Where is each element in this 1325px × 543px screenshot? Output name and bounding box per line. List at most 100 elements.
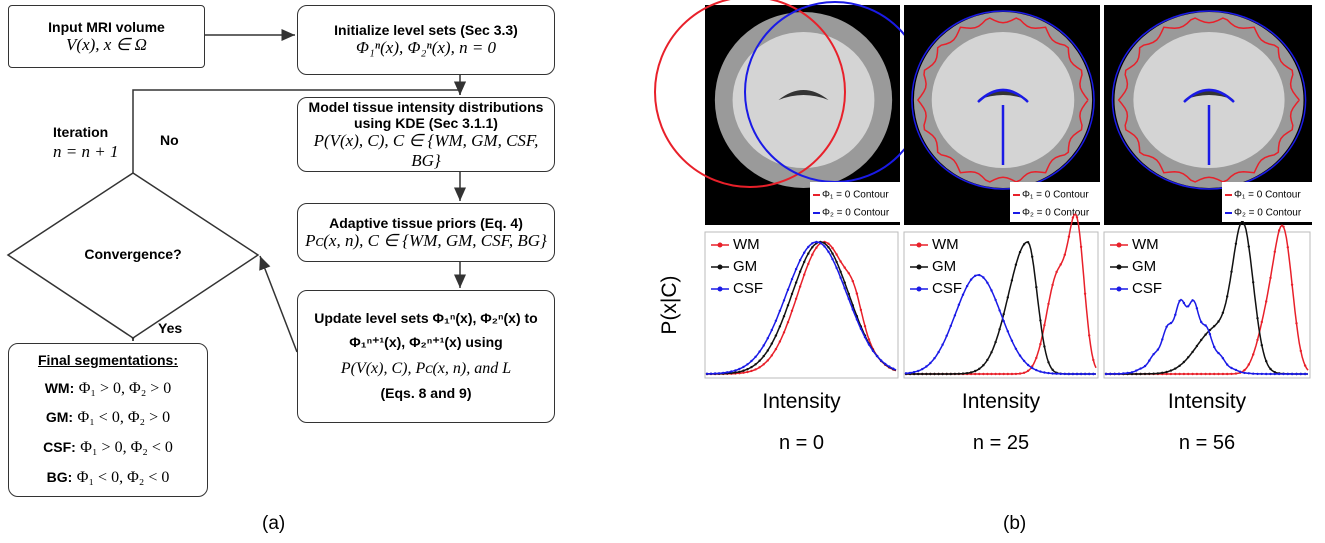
curve-marker bbox=[1196, 373, 1198, 375]
curve-marker bbox=[929, 373, 931, 375]
curve-marker bbox=[746, 363, 748, 365]
curve-marker bbox=[827, 251, 829, 253]
curve-marker bbox=[1122, 372, 1124, 374]
curve-marker bbox=[738, 371, 740, 373]
curve-marker bbox=[1300, 350, 1302, 352]
curve-marker bbox=[787, 304, 789, 306]
legend-text: WM bbox=[1132, 236, 1159, 253]
final-row: WM: Φ₁ > 0, Φ₂ > 0 bbox=[9, 374, 207, 404]
curve-marker bbox=[1278, 373, 1280, 375]
curve-marker bbox=[767, 337, 769, 339]
curve-marker bbox=[1304, 364, 1306, 366]
curve-marker bbox=[1265, 373, 1267, 375]
curve-marker bbox=[823, 245, 825, 247]
curve-marker bbox=[1217, 352, 1219, 354]
curve-marker bbox=[1011, 340, 1013, 342]
curve-marker bbox=[815, 241, 817, 243]
curve-marker bbox=[1031, 256, 1033, 258]
curve-marker bbox=[1209, 333, 1211, 335]
curve-marker bbox=[730, 370, 732, 372]
curve-marker bbox=[844, 281, 846, 283]
curve-marker bbox=[763, 363, 765, 365]
curve-marker bbox=[811, 254, 813, 256]
curve-marker bbox=[1003, 373, 1005, 375]
class-name: GM: bbox=[46, 409, 73, 425]
curve-marker bbox=[1072, 216, 1074, 218]
curve-marker bbox=[921, 373, 923, 375]
curve-marker bbox=[831, 252, 833, 254]
init-node: Initialize level sets (Sec 3.3) Φ₁ⁿ(x), … bbox=[297, 5, 555, 75]
curve-marker bbox=[1007, 296, 1009, 298]
curve-marker bbox=[1144, 373, 1146, 375]
curve-marker bbox=[746, 371, 748, 373]
class-name: BG: bbox=[47, 469, 73, 485]
curve-marker bbox=[1213, 325, 1215, 327]
curve-marker bbox=[1035, 357, 1037, 359]
curve-marker bbox=[1019, 251, 1021, 253]
curve-marker bbox=[1269, 368, 1271, 370]
plot-frame bbox=[1104, 232, 1310, 378]
curve-marker bbox=[1196, 345, 1198, 347]
curve-marker bbox=[1295, 322, 1297, 324]
class-rule: Φ₁ > 0, Φ₂ < 0 bbox=[80, 439, 173, 456]
curve-marker bbox=[1019, 372, 1021, 374]
curve-marker bbox=[1196, 307, 1198, 309]
curve-marker bbox=[1183, 373, 1185, 375]
curve-marker bbox=[1088, 334, 1090, 336]
curve-marker bbox=[1007, 330, 1009, 332]
curve-marker bbox=[763, 355, 765, 357]
final-row: BG: Φ₁ < 0, Φ₂ < 0 bbox=[9, 463, 207, 493]
panel-label: (b) bbox=[1003, 513, 1026, 535]
curve-marker bbox=[771, 354, 773, 356]
curve-marker bbox=[1126, 372, 1128, 374]
curve-marker bbox=[1230, 367, 1232, 369]
curve-marker bbox=[990, 373, 992, 375]
curve-marker bbox=[823, 242, 825, 244]
legend-marker bbox=[1117, 287, 1122, 292]
curve-marker bbox=[1200, 339, 1202, 341]
legend-text: CSF bbox=[1132, 280, 1162, 297]
curve-marker bbox=[1304, 373, 1306, 375]
curve-marker bbox=[962, 372, 964, 374]
curve-marker bbox=[807, 263, 809, 265]
curve-marker bbox=[779, 325, 781, 327]
curve-marker bbox=[1051, 372, 1053, 374]
curve-marker bbox=[839, 271, 841, 273]
iteration-label: Iteration bbox=[53, 124, 108, 140]
curve-marker bbox=[990, 289, 992, 291]
curve-marker bbox=[1274, 251, 1276, 253]
curve-marker bbox=[1300, 373, 1302, 375]
curve-marker bbox=[954, 314, 956, 316]
curve-marker bbox=[1248, 245, 1250, 247]
curve-marker bbox=[1148, 373, 1150, 375]
curve-marker bbox=[1035, 369, 1037, 371]
curve-marker bbox=[811, 246, 813, 248]
curve-marker bbox=[1265, 360, 1267, 362]
curve-marker bbox=[1291, 373, 1293, 375]
curve-marker bbox=[771, 329, 773, 331]
curve-marker bbox=[978, 373, 980, 375]
curve-marker bbox=[946, 335, 948, 337]
curve-marker bbox=[1170, 369, 1172, 371]
iteration-formula: n = n + 1 bbox=[53, 142, 118, 162]
curve-marker bbox=[1243, 369, 1245, 371]
curve-marker bbox=[868, 343, 870, 345]
curve-marker bbox=[803, 252, 805, 254]
curve-marker bbox=[1191, 299, 1193, 301]
legend-text: Φ₂ = 0 Contour bbox=[822, 208, 890, 219]
curve-marker bbox=[1064, 254, 1066, 256]
curve-marker bbox=[791, 278, 793, 280]
curve-marker bbox=[884, 363, 886, 365]
legend-text: Φ₂ = 0 Contour bbox=[1022, 208, 1090, 219]
curve-marker bbox=[1261, 344, 1263, 346]
node-line: P(V(x), C), Pᴄ(x, n), and L bbox=[298, 355, 554, 382]
curve-marker bbox=[1139, 373, 1141, 375]
curve-marker bbox=[1239, 223, 1241, 225]
legend-text: Φ₁ = 0 Contour bbox=[1022, 190, 1089, 201]
input-node: Input MRI volume V(x), x ∈ Ω bbox=[8, 5, 205, 68]
legend-text: WM bbox=[733, 236, 760, 253]
curve-marker bbox=[986, 359, 988, 361]
curve-marker bbox=[994, 341, 996, 343]
curve-marker bbox=[1055, 271, 1057, 273]
